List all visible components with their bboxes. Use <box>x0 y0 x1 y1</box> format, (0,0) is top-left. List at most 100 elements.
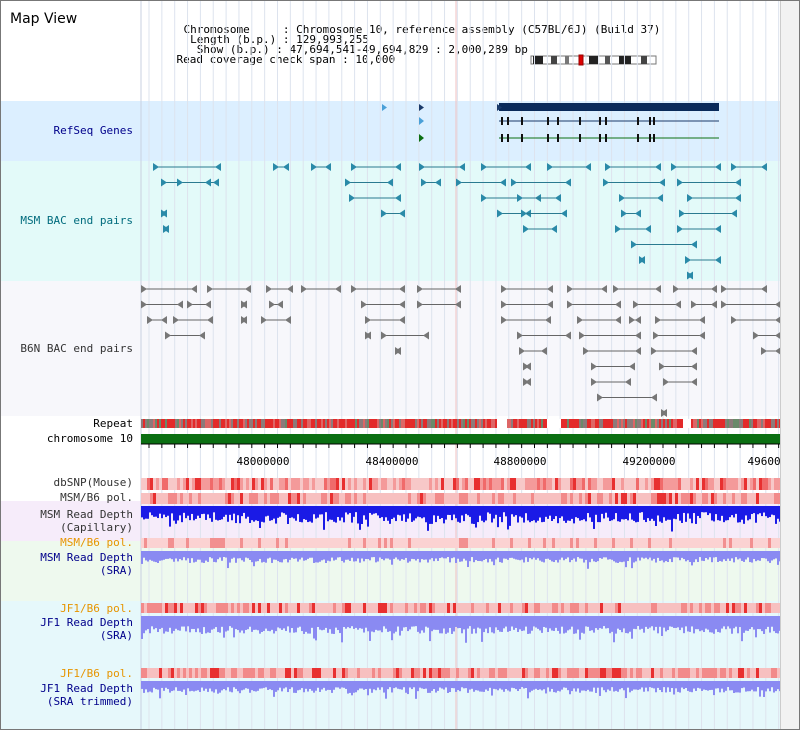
repeat-segment <box>165 419 167 428</box>
track-label-msm-depth-sra-1[interactable]: MSM Read Depth <box>40 551 133 564</box>
repeat-segment <box>369 419 371 428</box>
jf1-sra-depth-bar <box>587 616 589 627</box>
repeat-segment <box>733 419 735 428</box>
msm-depth-bar <box>243 506 245 513</box>
jf1-sra-depth-bar <box>563 616 565 634</box>
jf1-trim-depth-bar <box>419 681 421 688</box>
msm-sra-depth-bar <box>761 551 763 559</box>
dbsnp-cell <box>150 478 153 490</box>
dbsnp-cell <box>462 478 465 490</box>
msm-bac-pair-end <box>311 163 317 171</box>
msm-depth-bar <box>213 506 215 513</box>
msm-b6-pol-cell <box>228 538 231 548</box>
jf1-sra-depth-bar <box>175 616 177 629</box>
vertical-scrollbar[interactable] <box>780 1 799 729</box>
repeat-segment <box>583 419 585 428</box>
jf1-trim-depth-bar <box>147 681 149 693</box>
track-label-jf1-b6-pol-2[interactable]: JF1/B6 pol. <box>60 667 133 680</box>
msm-b6-pol-cell <box>408 538 411 548</box>
track-label-dbsnp[interactable]: dbSNP(Mouse) <box>53 476 133 489</box>
track-label-jf1-depth-sra-2[interactable]: (SRA) <box>99 629 133 642</box>
jf1-trim-depth-bar <box>749 681 751 692</box>
msm-depth-bar <box>165 506 167 518</box>
dbsnp-cell <box>666 478 669 490</box>
track-label-chromosome[interactable]: chromosome 10 <box>46 432 133 445</box>
msm-b6-pol-cell <box>249 493 252 504</box>
jf1-b6-pol-cell <box>771 668 774 678</box>
jf1-trim-depth-bar <box>413 681 415 688</box>
msm-sra-depth-bar <box>499 551 501 563</box>
repeat-segment <box>713 419 715 428</box>
jf1-sra-depth-bar <box>359 616 361 629</box>
jf1-trim-depth-bar <box>281 681 283 692</box>
msm-bac-pair-end <box>381 209 387 218</box>
jf1-b6-pol-cell <box>603 668 606 678</box>
jf1-sra-depth-bar <box>165 616 167 632</box>
jf1-trim-depth-bar <box>345 681 347 689</box>
track-label-msm-b6-pol-1[interactable]: MSM/B6 pol. <box>60 491 133 504</box>
track-label-repeat[interactable]: Repeat <box>93 417 133 430</box>
jf1-trim-depth-bar <box>493 681 495 689</box>
jf1-sra-depth-bar <box>459 616 461 628</box>
msm-b6-pol-cell <box>672 538 675 548</box>
track-label-msm-b6-pol-2[interactable]: MSM/B6 pol. <box>60 536 133 549</box>
genome-tracks-canvas[interactable] <box>1 1 781 729</box>
track-label-b6n-bac[interactable]: B6N BAC end pairs <box>20 342 133 355</box>
jf1-sra-depth-bar <box>403 616 405 628</box>
jf1-b6-pol-cell <box>354 603 357 613</box>
jf1-sra-depth-bar <box>353 616 355 629</box>
chromosome-ideogram[interactable] <box>529 53 659 67</box>
msm-depth-bar <box>143 506 145 520</box>
jf1-sra-depth-bar <box>559 616 561 634</box>
b6n-bac-pair-end <box>567 300 573 309</box>
jf1-b6-pol-cell <box>210 668 213 678</box>
jf1-b6-pol-cell <box>405 603 408 613</box>
msm-depth-bar <box>549 506 551 516</box>
b6n-bac-pair-end <box>165 331 171 340</box>
jf1-b6-pol-cell <box>624 603 627 613</box>
msm-bac-pair-end <box>399 209 405 218</box>
track-label-msm-depth-cap-1[interactable]: MSM Read Depth <box>40 508 133 521</box>
track-label-msm-bac[interactable]: MSM BAC end pairs <box>20 214 133 227</box>
msm-b6-pol-cell <box>531 538 534 548</box>
msm-depth-bar <box>221 506 223 520</box>
msm-sra-depth-bar <box>591 551 593 559</box>
msm-sra-depth-bar <box>327 551 329 561</box>
jf1-b6-pol-cell <box>456 603 459 613</box>
msm-sra-depth-bar <box>725 551 727 561</box>
msm-depth-bar <box>587 506 589 514</box>
track-label-jf1-depth-trim-1[interactable]: JF1 Read Depth <box>40 682 133 695</box>
msm-depth-bar <box>263 506 265 523</box>
msm-sra-depth-bar <box>149 551 151 560</box>
msm-b6-pol-cell <box>540 538 543 548</box>
track-label-jf1-depth-trim-2[interactable]: (SRA trimmed) <box>46 695 133 708</box>
jf1-trim-depth-bar <box>615 681 617 691</box>
msm-depth-bar <box>617 506 619 522</box>
jf1-b6-pol-cell <box>423 603 426 613</box>
jf1-b6-pol-cell <box>420 668 423 678</box>
jf1-b6-pol-cell <box>369 603 372 613</box>
msm-b6-pol-cell <box>312 493 315 504</box>
jf1-b6-pol-cell <box>615 668 618 678</box>
msm-b6-pol-cell <box>465 493 468 504</box>
track-label-msm-depth-cap-2[interactable]: (Capillary) <box>60 521 133 534</box>
track-label-jf1-depth-sra-1[interactable]: JF1 Read Depth <box>40 616 133 629</box>
msm-sra-depth-bar <box>421 551 423 560</box>
track-label-jf1-b6-pol-1[interactable]: JF1/B6 pol. <box>60 602 133 615</box>
gene-exon <box>579 134 581 142</box>
repeat-segment <box>685 419 687 428</box>
jf1-sra-depth-bar <box>151 616 153 627</box>
msm-b6-pol-cell <box>543 493 546 504</box>
jf1-sra-depth-bar <box>163 616 165 634</box>
track-label-refseq[interactable]: RefSeq Genes <box>53 124 133 137</box>
jf1-sra-depth-bar <box>363 616 365 633</box>
msm-b6-pol-cell <box>564 538 567 548</box>
repeat-segment <box>301 419 303 428</box>
jf1-b6-pol-cell <box>744 603 747 613</box>
jf1-sra-depth-bar <box>247 616 249 630</box>
jf1-b6-pol-cell <box>672 668 675 678</box>
jf1-trim-depth-bar <box>297 681 299 691</box>
msm-depth-bar <box>659 506 661 522</box>
track-label-msm-depth-sra-2[interactable]: (SRA) <box>99 564 133 577</box>
jf1-b6-pol-cell <box>240 668 243 678</box>
